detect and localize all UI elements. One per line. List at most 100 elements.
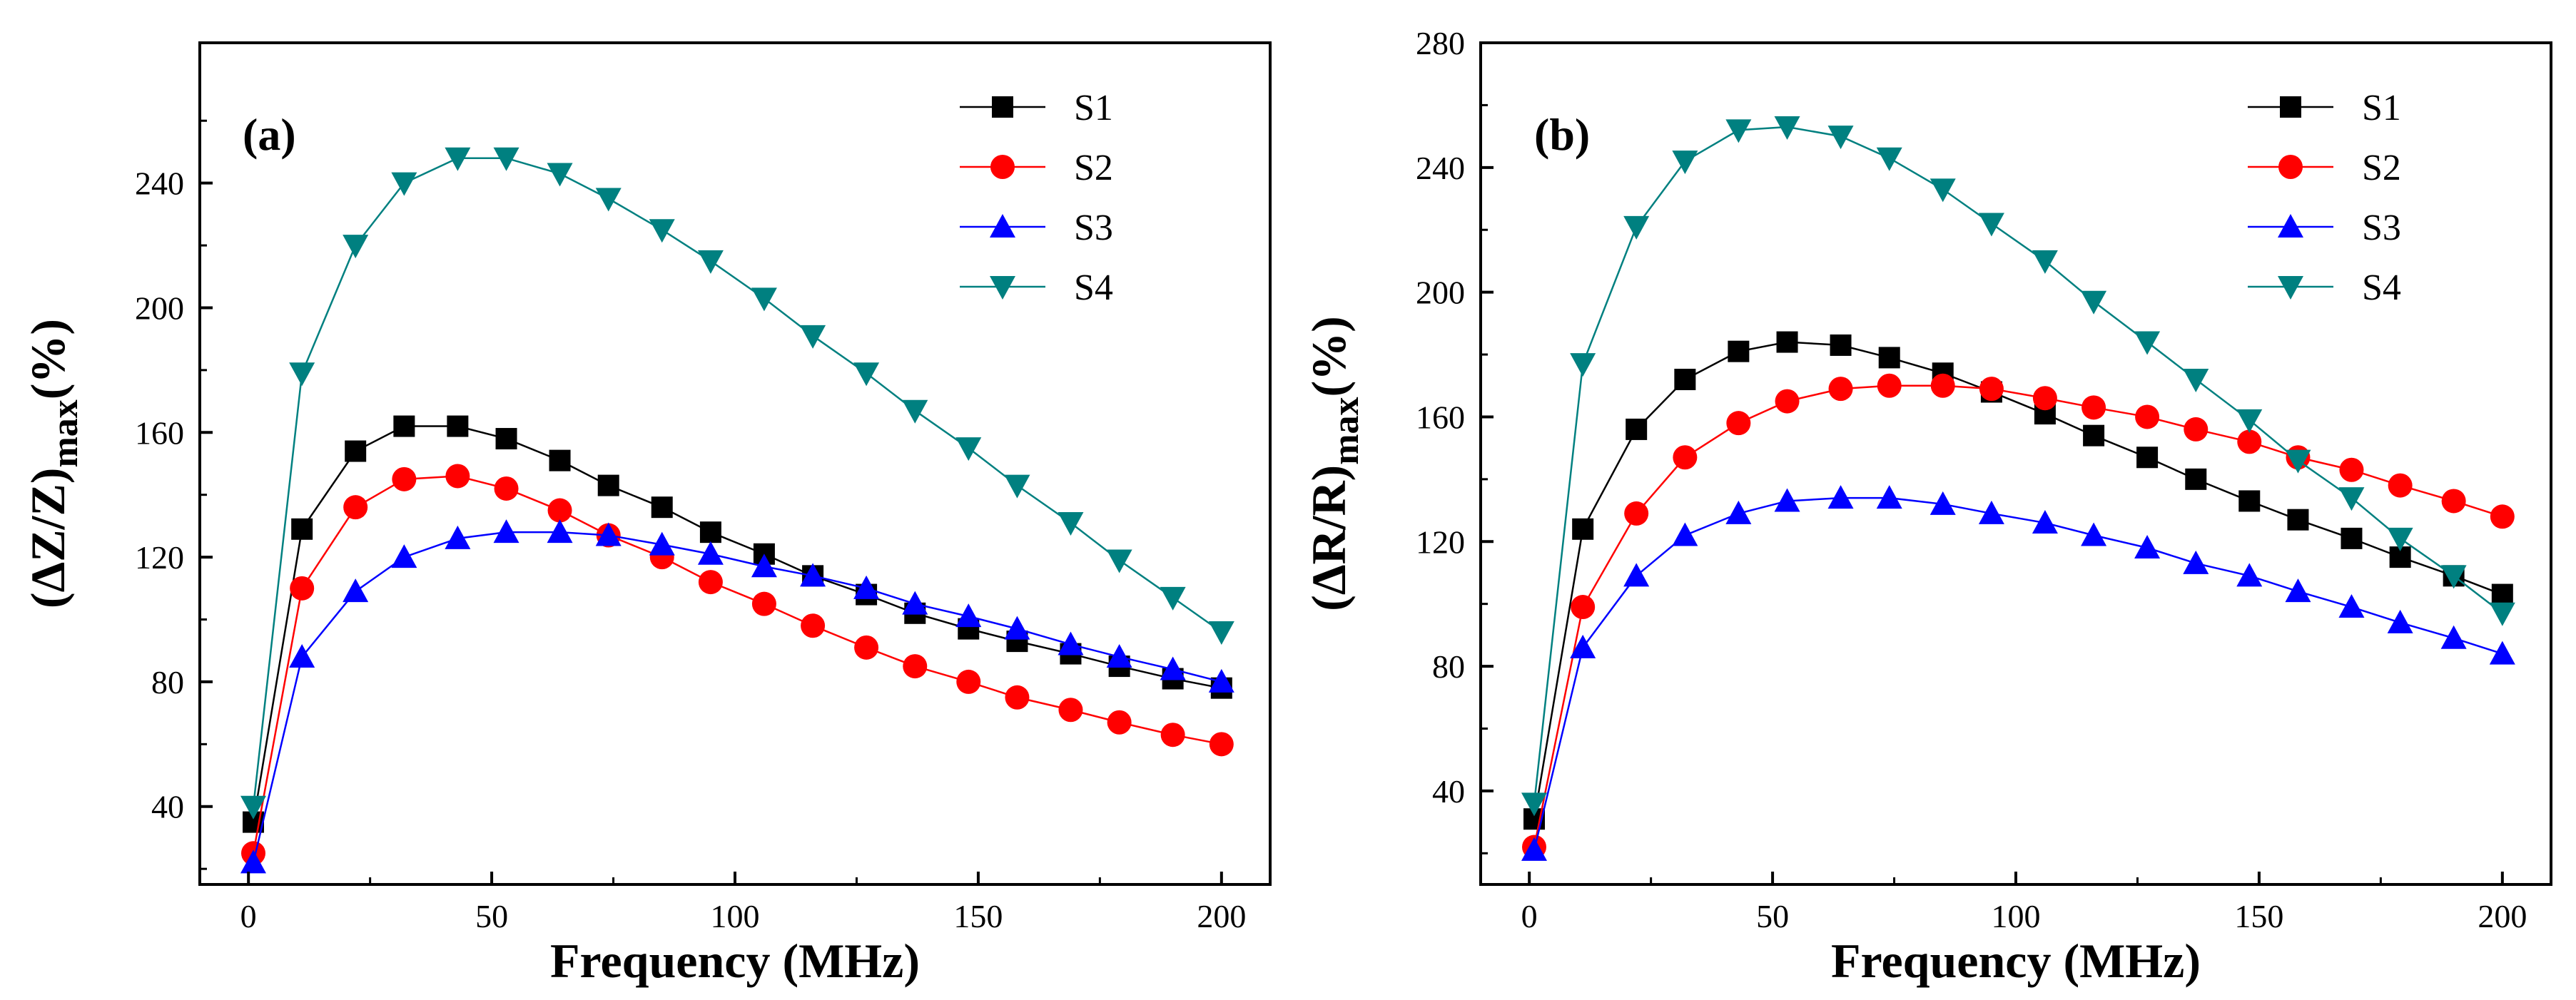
data-point-s2 — [2237, 429, 2262, 454]
data-point-s3 — [343, 578, 369, 603]
data-point-s4 — [697, 250, 724, 274]
data-point-s2 — [494, 476, 519, 501]
data-point-s3 — [2081, 522, 2107, 546]
data-point-s1 — [1878, 347, 1900, 369]
data-point-s4 — [2387, 527, 2413, 551]
data-point-s3 — [2134, 535, 2161, 558]
data-point-s2 — [956, 669, 981, 694]
data-point-s4 — [1058, 512, 1084, 536]
data-point-s1 — [597, 474, 619, 496]
legend-label-s2: S2 — [2362, 148, 2401, 188]
legend-label-s2: S2 — [1074, 148, 1113, 188]
y-axis-title-a: (ΔZ/Z)max(%) — [21, 319, 86, 608]
data-point-s4 — [2236, 409, 2263, 433]
chart-panel-b: 0 50 100 150 200 40 80 120 160 200 240 280 S1 S2 S3 S4… — [1302, 25, 2552, 988]
data-point-s4 — [649, 219, 675, 243]
data-point-s3 — [289, 643, 315, 668]
data-point-s4 — [1978, 213, 2004, 237]
x-tick-label: 150 — [953, 898, 1003, 934]
data-point-s3 — [1058, 631, 1084, 655]
x-axis-title-b: Frequency (MHz) — [1831, 934, 2201, 988]
data-point-s3 — [853, 575, 880, 599]
y-tick-label: 240 — [1416, 150, 1465, 186]
data-point-s1 — [2491, 583, 2513, 606]
x-tick-label: 150 — [2234, 898, 2283, 934]
data-point-s3 — [2489, 641, 2515, 665]
x-tick-label: 100 — [711, 898, 760, 934]
y-tick-label: 160 — [135, 414, 184, 451]
data-point-s4 — [902, 399, 928, 424]
data-point-s3 — [2440, 625, 2467, 649]
data-point-s4 — [1623, 215, 1650, 240]
data-point-s1 — [2238, 490, 2261, 512]
legend-marker-s2 — [2278, 155, 2303, 179]
data-point-s1 — [2083, 424, 2105, 447]
data-point-s1 — [1674, 369, 1696, 390]
y-tick-label: 240 — [135, 165, 184, 202]
data-point-s4 — [1930, 178, 1956, 203]
data-point-s2 — [392, 466, 417, 491]
data-point-s1 — [1728, 340, 1750, 362]
data-point-s1 — [2287, 509, 2309, 531]
panel-label-a: (a) — [243, 109, 296, 160]
data-point-s2 — [1775, 389, 1800, 414]
x-tick-label: 200 — [1197, 898, 1246, 934]
y-tick-label: 40 — [1432, 773, 1465, 810]
x-axis-title-a: Frequency (MHz) — [550, 934, 920, 988]
legend-marker-s3 — [2278, 214, 2303, 238]
data-point-s2 — [698, 570, 723, 595]
y-tick-label: 280 — [1416, 25, 1465, 61]
data-point-s2 — [1877, 373, 1902, 398]
data-point-s4 — [391, 172, 417, 196]
data-point-s2 — [290, 576, 315, 601]
series-line-s3 — [1533, 496, 2503, 851]
data-point-s4 — [493, 147, 519, 171]
legend-label-s1: S1 — [1074, 88, 1113, 128]
y-tick-label: 40 — [151, 789, 184, 825]
data-point-s4 — [1570, 353, 1596, 377]
data-point-s3 — [1774, 488, 1800, 512]
data-point-s2 — [1005, 685, 1030, 710]
data-point-s1 — [1830, 334, 1852, 356]
legend-label-s1: S1 — [2362, 88, 2401, 128]
series-layer-b — [1521, 116, 2515, 861]
data-point-s4 — [1774, 116, 1800, 140]
data-point-s4 — [1160, 586, 1186, 611]
y-tick-label: 120 — [135, 539, 184, 576]
y-tick-label: 200 — [135, 290, 184, 326]
legend-marker-s1 — [2280, 96, 2301, 118]
data-point-s3 — [1004, 616, 1030, 640]
data-point-s3 — [1827, 485, 1854, 509]
data-point-s2 — [1673, 445, 1698, 470]
data-point-s3 — [445, 525, 471, 549]
data-point-s2 — [2388, 473, 2413, 498]
data-point-s3 — [2236, 563, 2263, 587]
data-point-s4 — [240, 795, 266, 820]
data-point-s3 — [1570, 634, 1596, 658]
data-point-s4 — [2338, 487, 2365, 511]
data-point-s4 — [595, 188, 622, 212]
data-point-s2 — [2339, 457, 2364, 482]
data-point-s4 — [2440, 565, 2467, 589]
data-point-s4 — [2081, 290, 2107, 315]
chart-panel-a: 0 50 100 150 200 40 80 120 160 200 240 S1 S2 S3 S4 (a… — [21, 41, 1272, 988]
data-point-s3 — [2183, 550, 2209, 574]
data-point-s1 — [1626, 418, 1648, 440]
data-point-s4 — [445, 147, 471, 171]
data-point-s3 — [1521, 837, 1547, 861]
data-point-s3 — [1106, 643, 1132, 668]
data-point-s4 — [1876, 147, 1902, 171]
data-point-s3 — [1725, 500, 1752, 524]
data-point-s2 — [2441, 489, 2466, 514]
data-point-s2 — [751, 591, 776, 616]
data-point-s1 — [1572, 518, 1594, 540]
data-point-s2 — [2490, 504, 2515, 529]
data-point-s1 — [2136, 447, 2159, 469]
data-point-s3 — [955, 603, 982, 628]
data-point-s1 — [549, 449, 571, 471]
data-point-s4 — [1672, 150, 1698, 175]
data-point-s4 — [343, 235, 369, 259]
data-point-s2 — [2135, 404, 2160, 429]
data-point-s1 — [1776, 331, 1798, 353]
data-point-s2 — [1624, 501, 1649, 526]
